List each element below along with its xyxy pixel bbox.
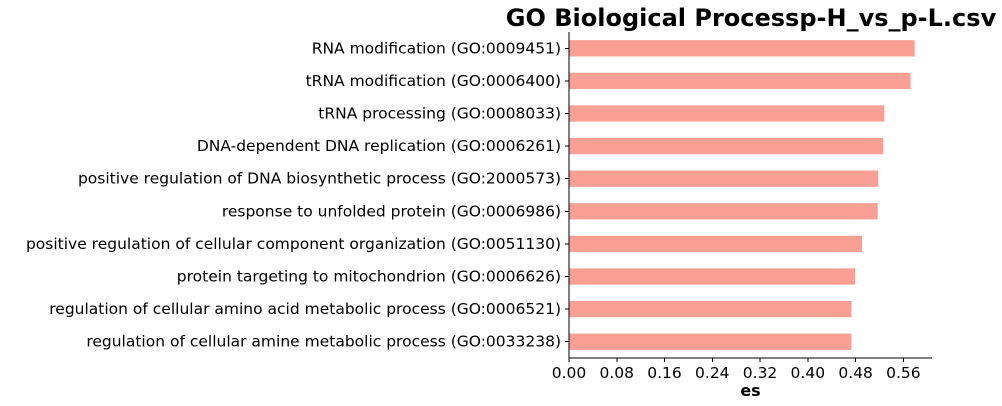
x-tick-label: 0.56 (886, 364, 921, 382)
bar (569, 105, 885, 122)
category-label: tRNA modification (GO:0006400) (306, 72, 561, 90)
x-tick-label: 0.24 (695, 364, 730, 382)
bar (569, 235, 863, 253)
category-label: tRNA processing (GO:0008033) (318, 105, 561, 123)
x-tick-label: 0.08 (600, 364, 635, 382)
bar (569, 137, 884, 155)
category-label: RNA modification (GO:0009451) (312, 39, 561, 57)
category-label: protein targeting to mitochondrion (GO:0… (177, 268, 561, 286)
category-label: response to unfolded protein (GO:0006986… (222, 202, 561, 220)
chart-title: GO Biological Processp-H_vs_p-L.csv (506, 4, 997, 32)
bar (569, 203, 878, 220)
x-tick-label: 0.00 (552, 364, 587, 382)
category-label: regulation of cellular amino acid metabo… (49, 300, 561, 318)
bar (569, 170, 879, 187)
x-axis-label: es (740, 381, 760, 400)
category-label: DNA-dependent DNA replication (GO:000626… (197, 137, 561, 155)
bar (569, 72, 911, 90)
bar (569, 300, 852, 318)
category-label: positive regulation of DNA biosynthetic … (78, 170, 561, 188)
x-tick-label: 0.16 (647, 364, 682, 382)
x-tick-label: 0.32 (743, 364, 778, 382)
category-labels-group: RNA modification (GO:0009451) tRNA modifi… (26, 39, 569, 351)
bar (569, 333, 852, 350)
bar (569, 40, 915, 57)
bar (569, 268, 855, 285)
category-label: positive regulation of cellular componen… (26, 235, 561, 253)
x-tick-label: 0.48 (838, 364, 873, 382)
bars-group (569, 40, 915, 350)
x-tick-label: 0.40 (791, 364, 826, 382)
x-axis-ticks-group: 0.00 0.08 0.16 0.24 0.32 0.40 0.48 0.56 (552, 358, 921, 382)
category-label: regulation of cellular amine metabolic p… (86, 333, 561, 351)
